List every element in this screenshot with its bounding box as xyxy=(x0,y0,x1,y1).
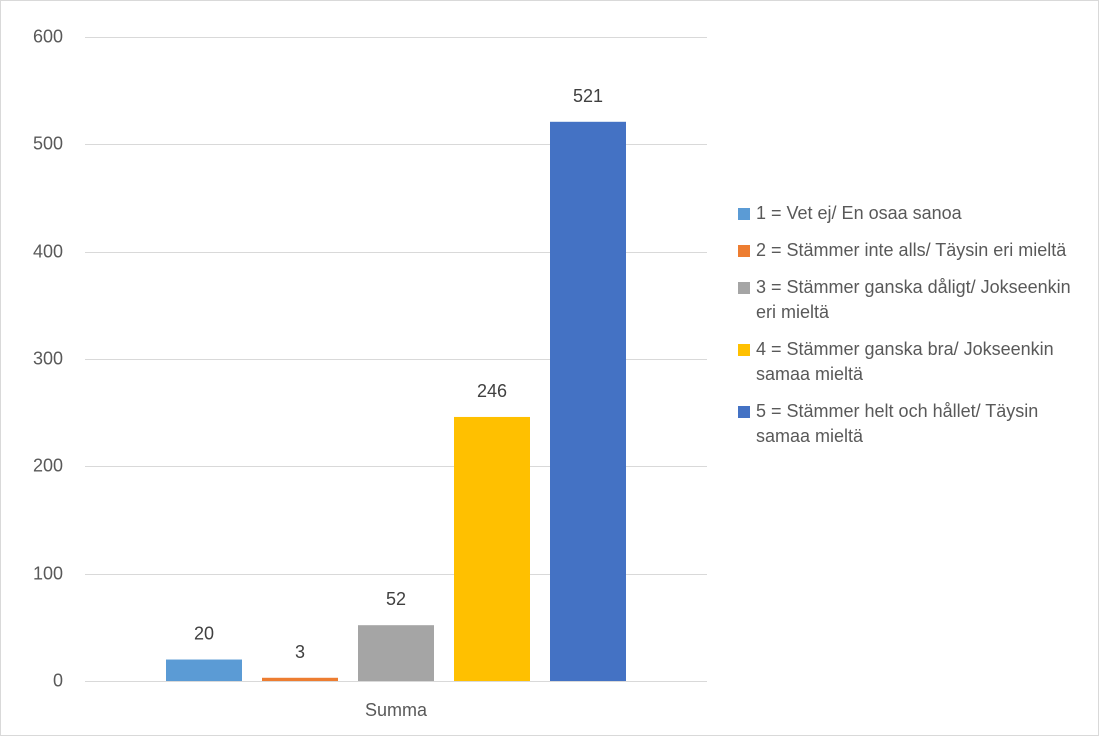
bar-series-2 xyxy=(262,677,338,681)
legend-label: 2 = Stämmer inte alls/ Täysin eri mieltä xyxy=(756,240,1067,260)
y-tick-label: 200 xyxy=(33,455,63,475)
legend-swatch xyxy=(738,282,750,294)
data-label-series-2: 3 xyxy=(295,642,305,662)
legend-item: 5 = Stämmer helt och hållet/ Täysin sama… xyxy=(738,399,1093,449)
y-tick-label: 500 xyxy=(33,133,63,153)
x-tick-label: Summa xyxy=(365,700,428,720)
legend-label: 3 = Stämmer ganska dåligt/ Jokseenkin er… xyxy=(756,277,1071,322)
y-tick-label: 300 xyxy=(33,348,63,368)
data-labels: 20 3 52 246 521 xyxy=(194,86,603,662)
data-label-series-4: 246 xyxy=(477,381,507,401)
gridlines xyxy=(85,37,707,682)
legend: 1 = Vet ej/ En osaa sanoa 2 = Stämmer int… xyxy=(738,201,1093,449)
legend-label: 1 = Vet ej/ En osaa sanoa xyxy=(756,203,962,223)
y-tick-label: 100 xyxy=(33,563,63,583)
legend-swatch xyxy=(738,245,750,257)
legend-label: 5 = Stämmer helt och hållet/ Täysin sama… xyxy=(756,401,1039,446)
bar-series-1 xyxy=(166,659,242,681)
legend-swatch xyxy=(738,208,750,220)
data-label-series-5: 521 xyxy=(573,86,603,106)
legend-label: 4 = Stämmer ganska bra/ Jokseenkin samaa… xyxy=(756,339,1054,384)
bar-series-3 xyxy=(358,625,434,681)
y-axis-ticks: 0 100 200 300 400 500 600 xyxy=(33,26,63,690)
bar-series-4 xyxy=(454,416,530,681)
bars xyxy=(166,121,626,681)
y-tick-label: 600 xyxy=(33,26,63,46)
legend-item: 3 = Stämmer ganska dåligt/ Jokseenkin er… xyxy=(738,275,1093,325)
bar-series-5 xyxy=(550,121,626,681)
x-axis-ticks: Summa xyxy=(365,700,428,720)
legend-item: 1 = Vet ej/ En osaa sanoa xyxy=(738,201,1093,226)
legend-swatch xyxy=(738,406,750,418)
data-label-series-3: 52 xyxy=(386,589,406,609)
y-tick-label: 400 xyxy=(33,241,63,261)
legend-swatch xyxy=(738,344,750,356)
legend-item: 4 = Stämmer ganska bra/ Jokseenkin samaa… xyxy=(738,337,1093,387)
data-label-series-1: 20 xyxy=(194,624,214,644)
y-tick-label: 0 xyxy=(53,670,63,690)
legend-item: 2 = Stämmer inte alls/ Täysin eri mieltä xyxy=(738,238,1093,263)
